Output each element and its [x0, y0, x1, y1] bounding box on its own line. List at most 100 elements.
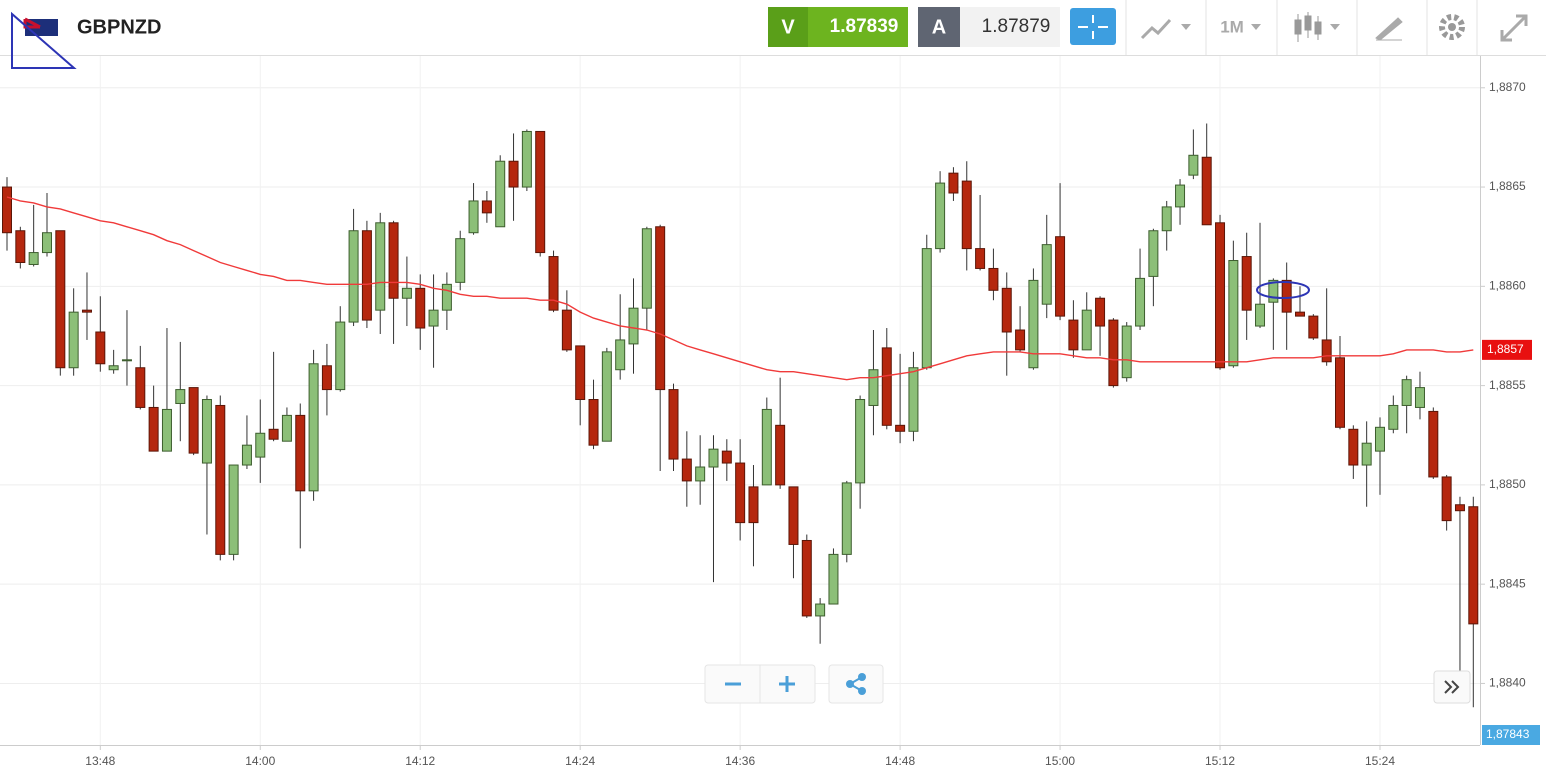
drawing-icon[interactable] [1375, 17, 1403, 41]
candle-body [1108, 319, 1119, 387]
candle-body [241, 444, 252, 466]
candle-body [1281, 279, 1292, 313]
candle-body [1401, 379, 1412, 406]
candle-body [388, 222, 399, 299]
candle-body [1321, 339, 1332, 363]
buy-price-box[interactable] [960, 7, 1060, 47]
sell-price-box[interactable] [808, 7, 908, 47]
candle-body [1081, 309, 1092, 351]
zoom-controls [704, 664, 1471, 704]
share-button[interactable] [828, 664, 884, 704]
x-tick-label: 14:24 [565, 754, 595, 768]
candle-body [1361, 442, 1372, 466]
candle-body [1374, 426, 1385, 452]
candle-body [201, 399, 212, 464]
x-tick-label: 15:12 [1205, 754, 1235, 768]
candle-body [28, 252, 39, 265]
candle-body [455, 238, 466, 283]
x-tick-label: 15:24 [1365, 754, 1395, 768]
candle-body [161, 408, 172, 452]
candle-body [481, 200, 492, 214]
candle-body [1388, 404, 1399, 430]
candle-body [1041, 244, 1052, 305]
sell-button[interactable] [768, 7, 808, 47]
candle-body [1441, 476, 1452, 522]
candle-body [2, 186, 12, 234]
candle-body [641, 228, 652, 309]
y-tick-label: 1,8855 [1489, 378, 1526, 392]
candle-body [1428, 410, 1439, 478]
candle-body [1335, 357, 1345, 428]
candle-body [1068, 319, 1079, 351]
candle-body [321, 365, 332, 391]
symbol: GBPNZD [77, 16, 161, 38]
candle-body [188, 387, 199, 454]
candle-body [95, 331, 106, 365]
candle-body [1135, 277, 1146, 327]
candle-body [295, 414, 306, 492]
indicator-icon[interactable] [1140, 18, 1172, 40]
buy-price: 1.87879 [982, 16, 1051, 37]
candle-body [1268, 279, 1279, 303]
candle-body [721, 450, 732, 464]
candle-body [788, 486, 799, 545]
candle-body [1295, 311, 1306, 317]
candle-body [441, 283, 452, 311]
candle-body [841, 482, 852, 555]
candle-body [68, 311, 79, 369]
toolbar-separators [1125, 0, 1478, 55]
candle-body [575, 345, 586, 401]
candle-body [881, 347, 892, 426]
candle-body [761, 408, 772, 486]
plot [0, 56, 1485, 750]
candle-body [1175, 184, 1186, 208]
x-tick-label: 14:00 [245, 754, 275, 768]
candle-body [375, 222, 386, 311]
candle-body [868, 369, 879, 406]
candle-body [175, 389, 186, 404]
x-tick-label: 14:36 [725, 754, 755, 768]
candle-body [681, 458, 692, 482]
settings-icon-core [1448, 23, 1456, 31]
candle-body [228, 464, 239, 555]
candle-body [521, 130, 532, 188]
candle-body [1454, 504, 1465, 512]
dropdown [1251, 24, 1261, 30]
settings-icon[interactable] [1439, 14, 1465, 40]
x-tick-label: 14:48 [885, 754, 915, 768]
candle-body [588, 399, 599, 446]
fullscreen-icon[interactable] [1500, 14, 1528, 42]
y-tick-label: 1,8860 [1489, 279, 1526, 293]
candle-body [815, 603, 826, 617]
timeframe[interactable]: 1M [1220, 17, 1244, 36]
candle-body [1215, 222, 1226, 369]
grid [0, 56, 1485, 750]
candle-body [1188, 154, 1199, 176]
x-tick-label: 14:12 [405, 754, 435, 768]
candle-body [281, 414, 292, 442]
ma-tag-label: 1,8857 [1487, 342, 1524, 356]
candle-body [708, 448, 719, 468]
buy-label: A [932, 16, 946, 38]
candle-body [108, 365, 119, 371]
candle-body [1055, 236, 1066, 317]
buy-button[interactable] [918, 7, 960, 47]
candle-body [561, 309, 572, 351]
candle-body [735, 462, 746, 524]
flag [23, 17, 58, 36]
candle-body [1028, 279, 1039, 369]
candle-body [361, 230, 372, 321]
candle-body [468, 200, 479, 234]
candle-body [961, 180, 972, 250]
x-tick-label: 13:48 [85, 754, 115, 768]
candle-body [348, 230, 359, 323]
chart-type-icon[interactable] [1294, 12, 1322, 42]
zoom-in[interactable] [779, 676, 795, 692]
candle-body [121, 359, 132, 362]
candle-body [1468, 506, 1479, 625]
crosshair-button[interactable] [1070, 8, 1116, 45]
candle-body [148, 406, 159, 452]
candle-body [1121, 325, 1132, 379]
candle-body [535, 130, 546, 254]
